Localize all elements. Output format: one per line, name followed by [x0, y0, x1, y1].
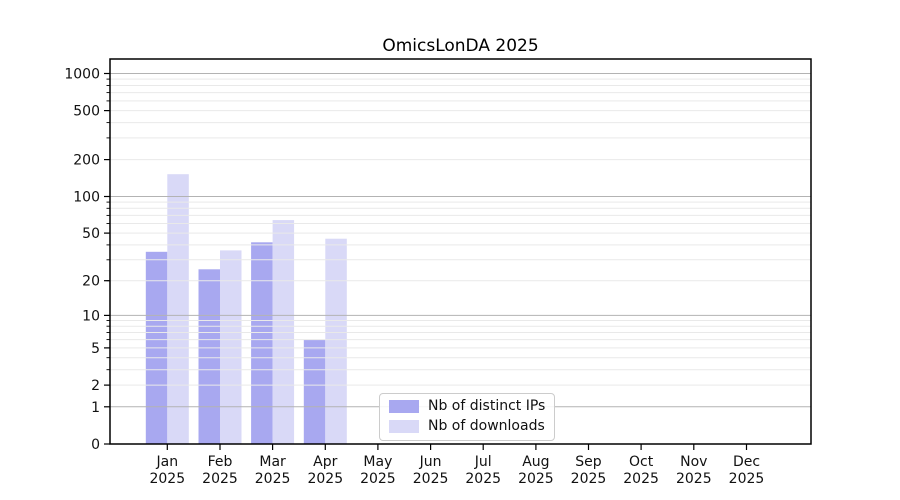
y-tick-label: 200: [73, 153, 100, 169]
x-tick-label-month: Oct: [629, 454, 654, 470]
minor-gridlines: [110, 78, 811, 386]
x-tick-label-year: 2025: [149, 471, 185, 487]
y-tick-label: 20: [82, 274, 100, 290]
y-tick-label: 10: [82, 308, 100, 324]
y-tick-label: 500: [73, 104, 100, 120]
x-tick-label-month: Mar: [259, 454, 286, 470]
legend-entry-distinct-ips: Nb of distinct IPs: [389, 398, 545, 415]
x-tick-label-month: Sep: [575, 454, 602, 470]
x-axis: Jan2025Feb2025Mar2025Apr2025May2025Jun20…: [149, 444, 764, 487]
x-tick-label-year: 2025: [465, 471, 501, 487]
x-tick-label-month: Jan: [156, 454, 179, 470]
y-tick-label: 1000: [64, 67, 100, 83]
x-tick-label-year: 2025: [518, 471, 554, 487]
y-axis: 0 1 2 5 10 20 50 100 200 500 1000: [64, 67, 110, 453]
x-tick-label-month: Apr: [313, 454, 337, 470]
bar-feb-distinct-ips: [198, 269, 220, 444]
x-tick-label-year: 2025: [307, 471, 343, 487]
legend-label-downloads: Nb of downloads: [428, 418, 545, 434]
bar-apr-downloads: [325, 238, 347, 444]
x-tick-label-year: 2025: [571, 471, 607, 487]
y-tick-label: 100: [73, 190, 100, 206]
legend: Nb of distinct IPs Nb of downloads: [379, 393, 556, 441]
plot-frame: [109, 58, 812, 445]
x-tick-label-month: Dec: [733, 454, 760, 470]
bars-group: [145, 174, 347, 444]
x-tick-label-month: Jun: [419, 454, 442, 470]
legend-swatch-downloads: [389, 420, 419, 433]
bar-apr-distinct-ips: [303, 339, 326, 444]
y-tick-label: 0: [91, 437, 100, 453]
x-tick-label-month: May: [363, 454, 392, 470]
y-tick-label: 1: [91, 400, 100, 416]
x-tick-label-month: Nov: [680, 454, 707, 470]
x-tick-label-year: 2025: [676, 471, 712, 487]
x-tick-label-month: Feb: [208, 454, 233, 470]
y-tick-label: 50: [82, 226, 100, 242]
legend-swatch-distinct-ips: [389, 400, 419, 413]
x-tick-label-month: Aug: [522, 454, 549, 470]
x-tick-label-month: Jul: [474, 454, 492, 470]
x-tick-label-year: 2025: [255, 471, 291, 487]
legend-label-distinct-ips: Nb of distinct IPs: [428, 398, 546, 414]
y-tick-label: 2: [91, 378, 100, 394]
x-tick-label-year: 2025: [623, 471, 659, 487]
bar-feb-downloads: [220, 250, 242, 444]
legend-entry-downloads: Nb of downloads: [389, 418, 545, 435]
x-tick-label-year: 2025: [360, 471, 396, 487]
bar-jan-downloads: [167, 174, 189, 444]
bar-mar-distinct-ips: [251, 242, 273, 444]
x-tick-label-year: 2025: [729, 471, 765, 487]
y-tick-label: 5: [91, 341, 100, 357]
x-tick-label-year: 2025: [202, 471, 238, 487]
chart-title: OmicsLonDA 2025: [382, 36, 539, 56]
x-tick-label-year: 2025: [413, 471, 449, 487]
